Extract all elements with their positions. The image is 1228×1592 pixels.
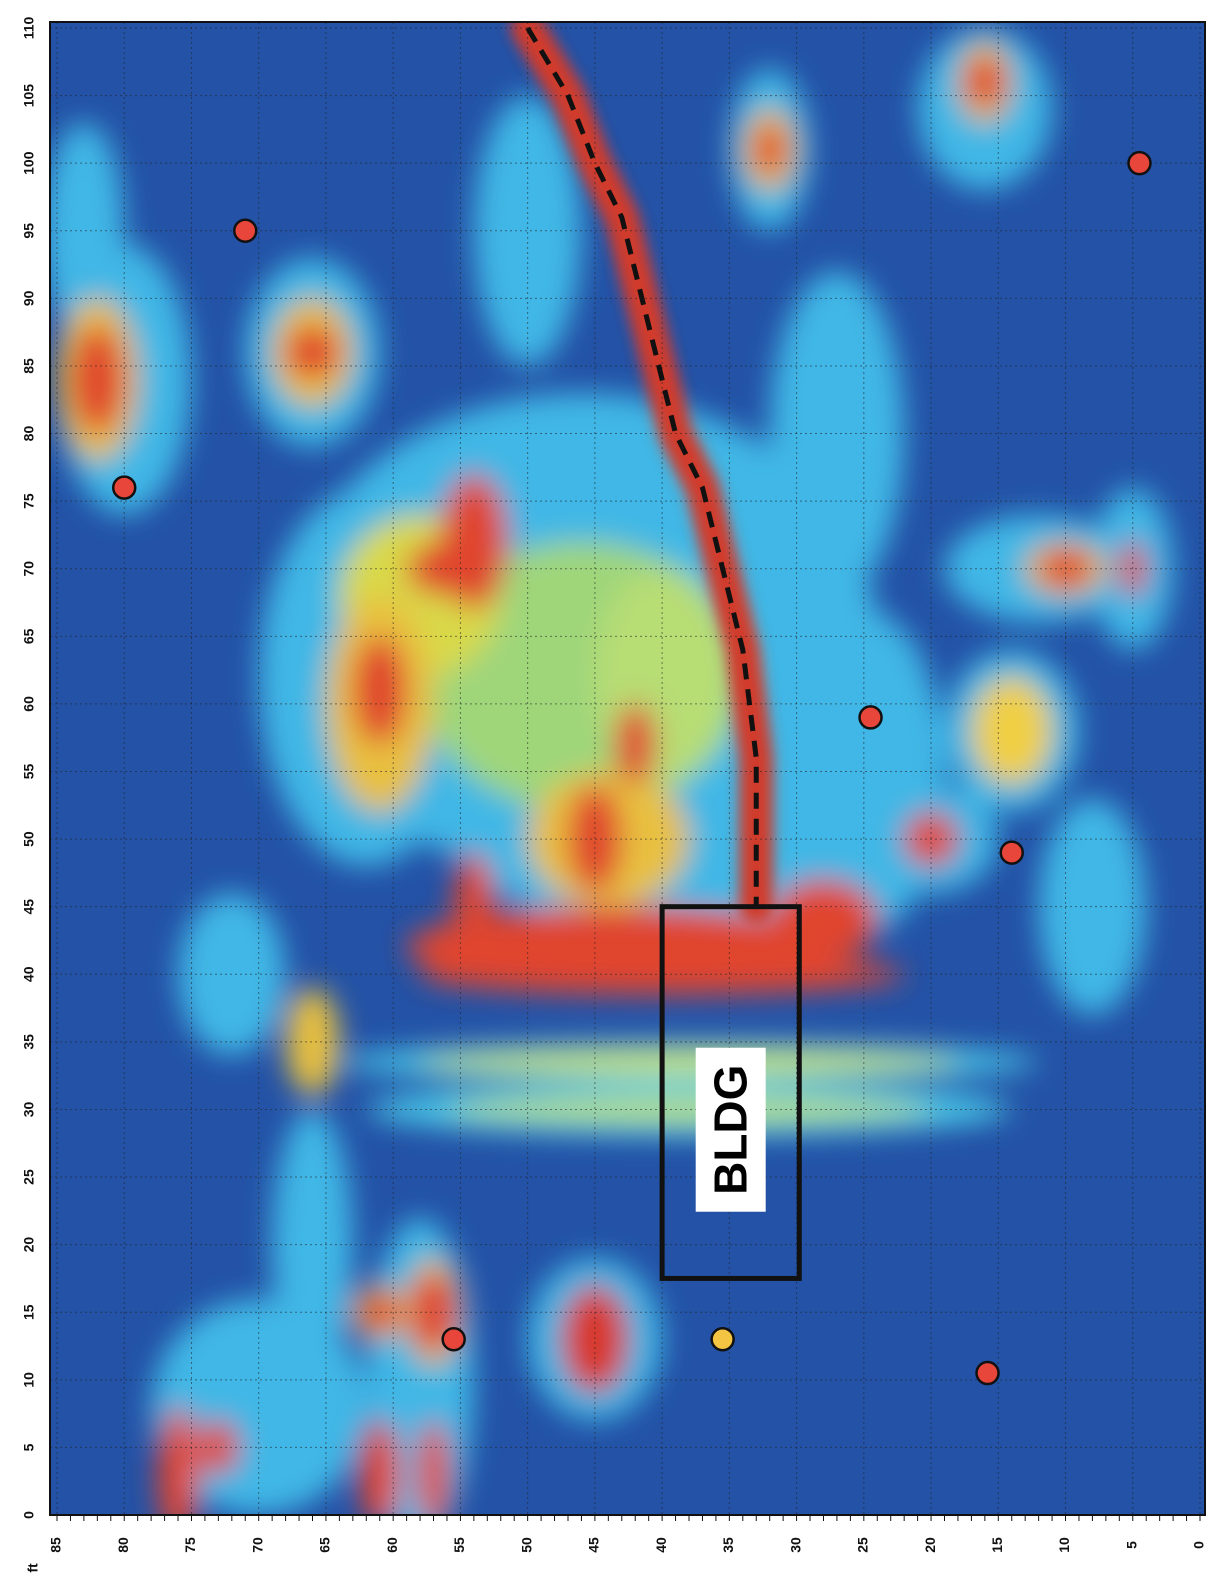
y-tick-label: 45 (21, 899, 37, 915)
x-tick-label: 30 (787, 1537, 803, 1553)
heat-blob (454, 853, 494, 961)
y-tick-label: 75 (21, 493, 37, 509)
marker-dot (1001, 842, 1023, 864)
y-tick-label: 0 (21, 1511, 37, 1519)
heat-blob (615, 704, 655, 785)
marker-dot (712, 1328, 734, 1350)
heat-blob (198, 1420, 238, 1474)
x-tick-label: 20 (922, 1537, 938, 1553)
heat-blob (971, 677, 1052, 785)
heat-blob (286, 325, 340, 379)
marker-dot (443, 1328, 465, 1350)
y-tick-label: 10 (21, 1372, 37, 1388)
x-tick-label: 50 (518, 1537, 534, 1553)
y-tick-label: 110 (21, 16, 37, 39)
y-tick-label: 15 (21, 1304, 37, 1320)
x-tick-label: 5 (1123, 1541, 1139, 1549)
x-tick-label: 15 (989, 1537, 1005, 1553)
y-tick-label: 25 (21, 1169, 37, 1185)
y-tick-label: 50 (21, 831, 37, 847)
marker-dot (1128, 152, 1150, 174)
unit-label: ft (25, 1563, 41, 1573)
y-tick-label: 55 (21, 764, 37, 780)
y-tick-label: 80 (21, 426, 37, 442)
marker-dot (977, 1362, 999, 1384)
x-tick-label: 75 (182, 1537, 198, 1553)
marker-dot (860, 706, 882, 728)
x-tick-label: 25 (855, 1537, 871, 1553)
heat-blob (965, 55, 1005, 109)
x-tick-label: 60 (384, 1537, 400, 1553)
x-tick-label: 0 (1191, 1541, 1207, 1549)
heat-blob (754, 123, 786, 177)
x-tick-label: 70 (249, 1537, 265, 1553)
y-tick-label: 70 (21, 561, 37, 577)
y-tick-label: 105 (21, 84, 37, 108)
x-tick-label: 35 (720, 1537, 736, 1553)
heatmap (44, 22, 1205, 1542)
x-tick-label: 10 (1056, 1537, 1072, 1553)
marker-dot (113, 477, 135, 499)
x-tick-label: 55 (451, 1537, 467, 1553)
heat-blob (417, 1420, 449, 1528)
x-tick-label: 80 (115, 1537, 131, 1553)
heat-blob (353, 636, 407, 744)
y-tick-label: 95 (21, 223, 37, 239)
y-tick-label: 100 (21, 151, 37, 175)
survey-map: BLDG ft 85807570656055504540353025201510… (0, 0, 1228, 1592)
y-tick-label: 5 (21, 1443, 37, 1451)
y-tick-label: 90 (21, 290, 37, 306)
marker-dot (234, 220, 256, 242)
heat-blob (447, 1096, 931, 1123)
y-tick-label: 60 (21, 696, 37, 712)
building-label: BLDG (705, 1065, 757, 1195)
y-tick-label: 20 (21, 1237, 37, 1253)
x-tick-label: 45 (586, 1537, 602, 1553)
x-tick-label: 65 (317, 1537, 333, 1553)
heat-blob (360, 1420, 400, 1528)
y-tick-label: 35 (21, 1034, 37, 1050)
heat-blob (70, 325, 124, 433)
y-tick-label: 65 (21, 628, 37, 644)
y-tick-label: 85 (21, 358, 37, 374)
x-tick-label: 40 (653, 1537, 669, 1553)
x-tick-label: 85 (48, 1537, 64, 1553)
y-tick-label: 40 (21, 966, 37, 982)
heat-blob (770, 880, 878, 961)
heat-blob (420, 1049, 958, 1076)
y-tick-label: 30 (21, 1101, 37, 1117)
